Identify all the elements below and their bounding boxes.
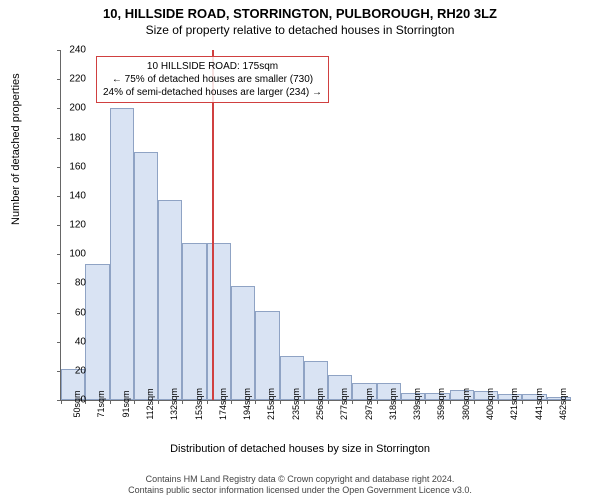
x-tick-mark xyxy=(110,400,111,404)
x-tick-mark xyxy=(304,400,305,404)
x-tick-mark xyxy=(352,400,353,404)
plot-area: 10 HILLSIDE ROAD: 175sqm← 75% of detache… xyxy=(60,50,571,401)
x-tick-label: 132sqm xyxy=(169,388,179,420)
y-tick-label: 140 xyxy=(56,190,86,201)
x-tick-mark xyxy=(498,400,499,404)
y-tick-label: 60 xyxy=(56,307,86,318)
annotation-box: 10 HILLSIDE ROAD: 175sqm← 75% of detache… xyxy=(96,56,329,103)
y-axis-label: Number of detached properties xyxy=(10,73,22,225)
x-tick-label: 441sqm xyxy=(534,388,544,420)
x-tick-label: 71sqm xyxy=(96,390,106,417)
histogram-bar xyxy=(182,243,206,401)
x-tick-label: 318sqm xyxy=(388,388,398,420)
chart-container: 10, HILLSIDE ROAD, STORRINGTON, PULBOROU… xyxy=(0,0,600,500)
x-tick-mark xyxy=(158,400,159,404)
x-tick-label: 215sqm xyxy=(266,388,276,420)
x-tick-label: 339sqm xyxy=(412,388,422,420)
x-tick-label: 256sqm xyxy=(315,388,325,420)
x-tick-label: 50sqm xyxy=(72,390,82,417)
x-tick-label: 174sqm xyxy=(218,388,228,420)
annotation-line2: ← 75% of detached houses are smaller (73… xyxy=(103,73,322,86)
histogram-bar xyxy=(85,264,109,400)
histogram-bar xyxy=(158,200,182,400)
annotation-line1: 10 HILLSIDE ROAD: 175sqm xyxy=(103,60,322,73)
x-tick-label: 359sqm xyxy=(436,388,446,420)
x-tick-mark xyxy=(547,400,548,404)
footer-line1: Contains HM Land Registry data © Crown c… xyxy=(0,474,600,485)
x-tick-mark xyxy=(474,400,475,404)
y-tick-label: 180 xyxy=(56,132,86,143)
x-tick-label: 153sqm xyxy=(194,388,204,420)
annotation-line3: 24% of semi-detached houses are larger (… xyxy=(103,86,322,99)
y-tick-label: 160 xyxy=(56,161,86,172)
y-tick-label: 120 xyxy=(56,220,86,231)
histogram-bar xyxy=(231,286,255,400)
x-tick-mark xyxy=(134,400,135,404)
title-sub: Size of property relative to detached ho… xyxy=(0,21,600,37)
x-tick-mark xyxy=(450,400,451,404)
histogram-bar xyxy=(110,108,134,400)
x-tick-mark xyxy=(522,400,523,404)
x-tick-label: 297sqm xyxy=(364,388,374,420)
x-tick-label: 91sqm xyxy=(121,390,131,417)
x-tick-mark xyxy=(231,400,232,404)
y-tick-label: 200 xyxy=(56,103,86,114)
histogram-bar xyxy=(255,311,279,400)
x-tick-label: 277sqm xyxy=(339,388,349,420)
x-tick-mark xyxy=(280,400,281,404)
footer-line2: Contains public sector information licen… xyxy=(0,485,600,496)
histogram-bar xyxy=(134,152,158,400)
x-tick-label: 235sqm xyxy=(291,388,301,420)
x-tick-label: 112sqm xyxy=(145,388,155,419)
y-tick-label: 40 xyxy=(56,336,86,347)
x-tick-label: 380sqm xyxy=(461,388,471,420)
x-axis-label: Distribution of detached houses by size … xyxy=(0,443,600,455)
x-tick-mark xyxy=(182,400,183,404)
histogram-bar xyxy=(207,243,231,401)
y-tick-label: 240 xyxy=(56,45,86,56)
y-tick-label: 20 xyxy=(56,365,86,376)
x-tick-mark xyxy=(328,400,329,404)
title-main: 10, HILLSIDE ROAD, STORRINGTON, PULBOROU… xyxy=(0,0,600,21)
y-tick-label: 80 xyxy=(56,278,86,289)
x-tick-mark xyxy=(255,400,256,404)
x-tick-label: 421sqm xyxy=(509,388,519,420)
x-tick-label: 400sqm xyxy=(485,388,495,420)
x-tick-mark xyxy=(425,400,426,404)
x-tick-label: 462sqm xyxy=(558,388,568,420)
x-tick-mark xyxy=(401,400,402,404)
y-tick-label: 100 xyxy=(56,249,86,260)
y-tick-label: 220 xyxy=(56,74,86,85)
x-tick-label: 194sqm xyxy=(242,388,252,420)
x-tick-mark xyxy=(377,400,378,404)
footer-attribution: Contains HM Land Registry data © Crown c… xyxy=(0,474,600,496)
x-tick-mark xyxy=(207,400,208,404)
